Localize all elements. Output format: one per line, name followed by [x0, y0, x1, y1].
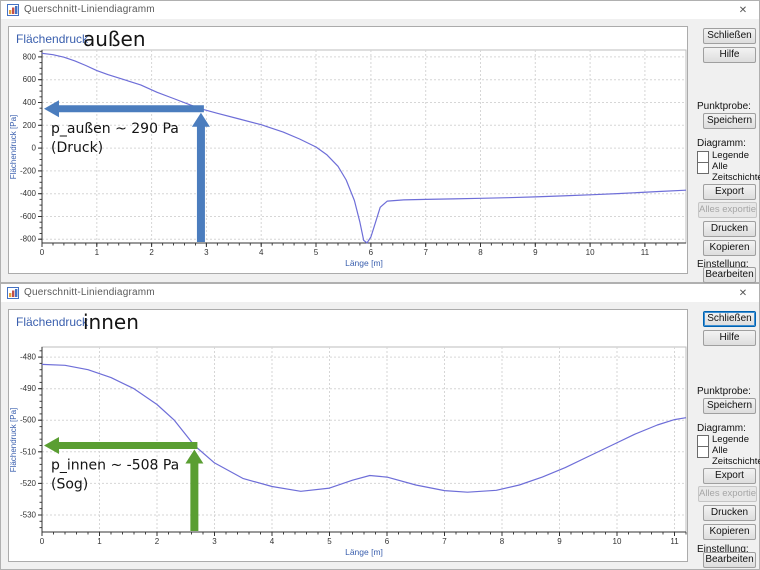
svg-text:5: 5: [327, 537, 332, 546]
svg-text:Länge [m]: Länge [m]: [345, 547, 383, 557]
svg-text:4: 4: [259, 248, 264, 257]
diagram-label: Diagramm:: [697, 423, 746, 434]
svg-text:7: 7: [423, 248, 428, 257]
svg-text:0: 0: [32, 144, 37, 153]
pressure-line-chart-innen[interactable]: 0 1 2 3 4 5 6 7 8 9 10 11 -530 -520 -510 -500 -490 -480 Lä…: [9, 310, 689, 563]
svg-text:-200: -200: [20, 166, 37, 175]
svg-text:(Druck): (Druck): [51, 140, 103, 156]
annotation-title: außen: [83, 27, 146, 51]
close-icon[interactable]: ✕: [738, 5, 748, 16]
print-button[interactable]: Drucken: [703, 221, 756, 237]
chart-panel: Flächendruck innen 0 1 2 3 4 5 6 7 8 9 10 11 -530 -52…: [8, 309, 688, 562]
svg-text:8: 8: [478, 248, 483, 257]
svg-text:4: 4: [270, 537, 275, 546]
svg-text:8: 8: [500, 537, 505, 546]
svg-text:7: 7: [442, 537, 447, 546]
annotation-title: innen: [83, 310, 139, 334]
checkbox-icon[interactable]: [697, 446, 709, 458]
svg-text:6: 6: [385, 537, 390, 546]
export-all-button: Alles exportieren: [698, 202, 757, 218]
chart-title-label: Flächendruck: [16, 32, 89, 46]
svg-text:-800: -800: [20, 235, 37, 244]
svg-text:6: 6: [369, 248, 374, 257]
svg-text:11: 11: [641, 248, 650, 257]
svg-text:11: 11: [670, 537, 679, 546]
window-querschnitt-innen: Querschnitt-Liniendiagramm ✕ Flächendruc…: [0, 283, 760, 570]
close-icon[interactable]: ✕: [738, 288, 748, 299]
window-querschnitt-aussen: Querschnitt-Liniendiagramm ✕ Flächendruc…: [0, 0, 760, 283]
window-icon: [7, 287, 19, 299]
titlebar[interactable]: Querschnitt-Liniendiagramm ✕: [1, 1, 759, 19]
window-title: Querschnitt-Liniendiagramm: [24, 4, 155, 15]
copy-button[interactable]: Kopieren: [703, 524, 756, 540]
edit-button[interactable]: Bearbeiten: [703, 552, 756, 568]
svg-text:400: 400: [23, 98, 37, 107]
help-button[interactable]: Hilfe: [703, 47, 756, 63]
save-button[interactable]: Speichern: [703, 398, 756, 414]
point-probe-label: Punktprobe:: [697, 101, 751, 112]
titlebar[interactable]: Querschnitt-Liniendiagramm ✕: [1, 284, 759, 302]
settings-label: Einstellung:: [697, 544, 749, 555]
close-button[interactable]: Schließen: [703, 28, 756, 44]
point-probe-label: Punktprobe:: [697, 386, 751, 397]
print-button[interactable]: Drucken: [703, 505, 756, 521]
save-button[interactable]: Speichern: [703, 113, 756, 129]
pressure-line-chart-aussen[interactable]: 0 1 2 3 4 5 6 7 8 9 10 11 -800 -600 -400 -200 0 200 400 600…: [9, 27, 689, 275]
svg-text:1: 1: [95, 248, 100, 257]
svg-text:2: 2: [149, 248, 154, 257]
svg-text:10: 10: [586, 248, 595, 257]
chart-title-label: Flächendruck: [16, 315, 89, 329]
svg-text:1: 1: [97, 537, 102, 546]
svg-text:3: 3: [204, 248, 209, 257]
all-timelayers-checkbox[interactable]: Alle Zeitschichten: [697, 445, 760, 467]
svg-text:5: 5: [314, 248, 319, 257]
svg-text:-600: -600: [20, 212, 37, 221]
svg-text:-490: -490: [20, 384, 37, 393]
window-icon: [7, 4, 19, 16]
svg-text:Flächendruck [Pa]: Flächendruck [Pa]: [9, 115, 18, 179]
svg-text:600: 600: [23, 75, 37, 84]
close-button[interactable]: Schließen: [703, 311, 756, 327]
svg-text:3: 3: [212, 537, 217, 546]
svg-text:-480: -480: [20, 353, 37, 362]
svg-text:9: 9: [557, 537, 562, 546]
svg-text:9: 9: [533, 248, 538, 257]
settings-label: Einstellung:: [697, 259, 749, 270]
svg-text:-510: -510: [20, 447, 37, 456]
chart-panel: Flächendruck außen 0 1 2 3 4 5 6 7 8 9 10 11 -800 -60…: [8, 26, 688, 274]
svg-text:-500: -500: [20, 416, 37, 425]
export-button[interactable]: Export: [703, 468, 756, 484]
svg-text:200: 200: [23, 121, 37, 130]
svg-text:10: 10: [613, 537, 622, 546]
svg-text:-530: -530: [20, 511, 37, 520]
window-title: Querschnitt-Liniendiagramm: [24, 287, 155, 298]
svg-text:Flächendruck [Pa]: Flächendruck [Pa]: [9, 408, 18, 472]
edit-button[interactable]: Bearbeiten: [703, 267, 756, 283]
diagram-label: Diagramm:: [697, 138, 746, 149]
svg-text:(Sog): (Sog): [51, 477, 88, 493]
export-all-button: Alles exportieren: [698, 486, 757, 502]
svg-text:p_innen ~ -508 Pa: p_innen ~ -508 Pa: [51, 458, 179, 474]
checkbox-icon[interactable]: [697, 162, 709, 174]
export-button[interactable]: Export: [703, 184, 756, 200]
svg-text:-400: -400: [20, 189, 37, 198]
svg-text:0: 0: [40, 537, 45, 546]
svg-text:-520: -520: [20, 479, 37, 488]
copy-button[interactable]: Kopieren: [703, 240, 756, 256]
help-button[interactable]: Hilfe: [703, 330, 756, 346]
svg-text:p_außen ~ 290 Pa: p_außen ~ 290 Pa: [51, 121, 179, 137]
svg-text:Länge [m]: Länge [m]: [345, 258, 383, 268]
svg-text:800: 800: [23, 52, 37, 61]
all-timelayers-checkbox[interactable]: Alle Zeitschichten: [697, 161, 760, 183]
svg-text:2: 2: [155, 537, 160, 546]
svg-text:0: 0: [40, 248, 45, 257]
